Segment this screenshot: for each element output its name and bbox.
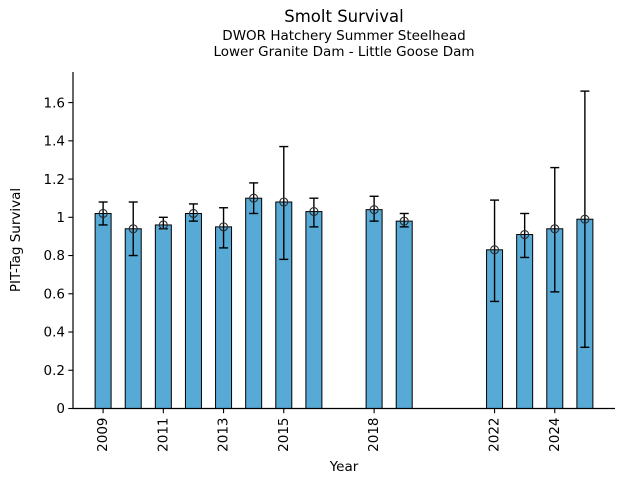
data-point-marker-2024 (550, 224, 560, 234)
data-point-marker-2019 (399, 216, 409, 226)
y-tick-label: 0.8 (44, 248, 65, 264)
x-tick-label: 2015 (276, 418, 292, 452)
x-tick-label: 2024 (547, 418, 563, 452)
bar-2014 (245, 197, 263, 409)
data-point-marker-2009 (98, 208, 108, 219)
data-point-marker-2023 (520, 229, 530, 240)
data-point-marker-2022 (490, 245, 500, 255)
x-tick-label: 2013 (216, 418, 232, 452)
y-tick-label: 1.2 (44, 172, 65, 188)
bar-2012 (184, 212, 202, 409)
chart-subtitle-line2: Lower Granite Dam - Little Goose Dam (213, 43, 475, 60)
x-axis-label: Year (329, 459, 359, 475)
y-tick-label: 1.6 (44, 95, 65, 111)
data-point-marker-2015 (279, 197, 289, 207)
y-tick-label: 0 (56, 401, 65, 417)
x-tick-label: 2009 (95, 418, 111, 452)
chart-subtitle-line1: DWOR Hatchery Summer Steelhead (222, 27, 466, 44)
y-tick-label: 1.4 (44, 134, 65, 150)
data-point-marker-2025 (580, 214, 590, 224)
data-point-marker-2018 (369, 205, 379, 215)
bar-2018 (365, 209, 383, 409)
data-point-marker-2012 (188, 208, 198, 219)
chart-title: Smolt Survival (284, 7, 404, 26)
x-tick-label: 2011 (155, 418, 171, 452)
y-axis-label: PIT-Tag Survival (8, 188, 24, 292)
y-tick-label: 1 (56, 210, 65, 226)
data-point-marker-2010 (128, 224, 138, 234)
bar-2016 (305, 211, 323, 409)
data-point-marker-2014 (249, 193, 259, 203)
x-tick-label: 2018 (366, 418, 382, 452)
y-tick-label: 0.6 (44, 286, 65, 302)
bar-2011 (154, 224, 172, 409)
y-tick-label: 0.4 (44, 325, 65, 341)
data-point-marker-2013 (219, 222, 229, 232)
title-block: Smolt Survival DWOR Hatchery Summer Stee… (73, 0, 615, 60)
bar-2019 (395, 220, 413, 409)
bar-2013 (215, 226, 233, 409)
y-tick-label: 0.2 (44, 363, 65, 379)
data-point-marker-2016 (309, 207, 319, 217)
data-point-marker-2011 (158, 220, 168, 230)
bar-2023 (516, 234, 534, 409)
x-tick-label: 2022 (487, 418, 503, 452)
bar-2009 (94, 212, 112, 409)
